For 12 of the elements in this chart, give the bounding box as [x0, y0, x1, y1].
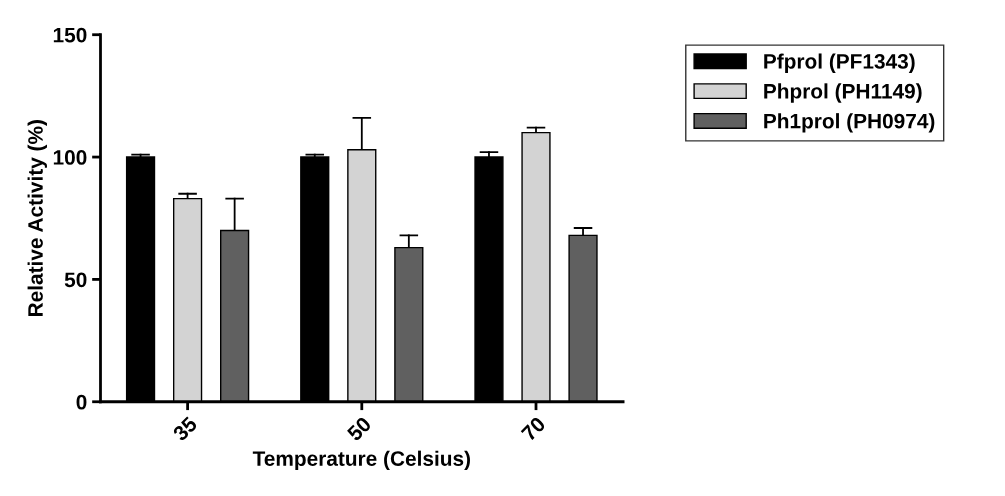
y-tick-label: 0 [76, 394, 87, 410]
y-tick-label: 100 [53, 150, 87, 165]
legend-label: Phprol (PH1149) [764, 83, 922, 103]
legend-label: Ph1prol (PH0974) [764, 113, 935, 133]
y-tick-label: 150 [53, 27, 87, 43]
y-tick-label: 50 [64, 272, 87, 288]
x-tick-label: 50 [346, 415, 373, 442]
x-tick-label: 35 [171, 415, 199, 442]
x-tick-label: 70 [520, 415, 547, 442]
legend-label: Pfprol (PF1343) [764, 53, 915, 73]
x-axis-title: Temperature (Celsius) [252, 450, 470, 471]
y-axis-title: Relative Activity (%) [27, 120, 47, 317]
